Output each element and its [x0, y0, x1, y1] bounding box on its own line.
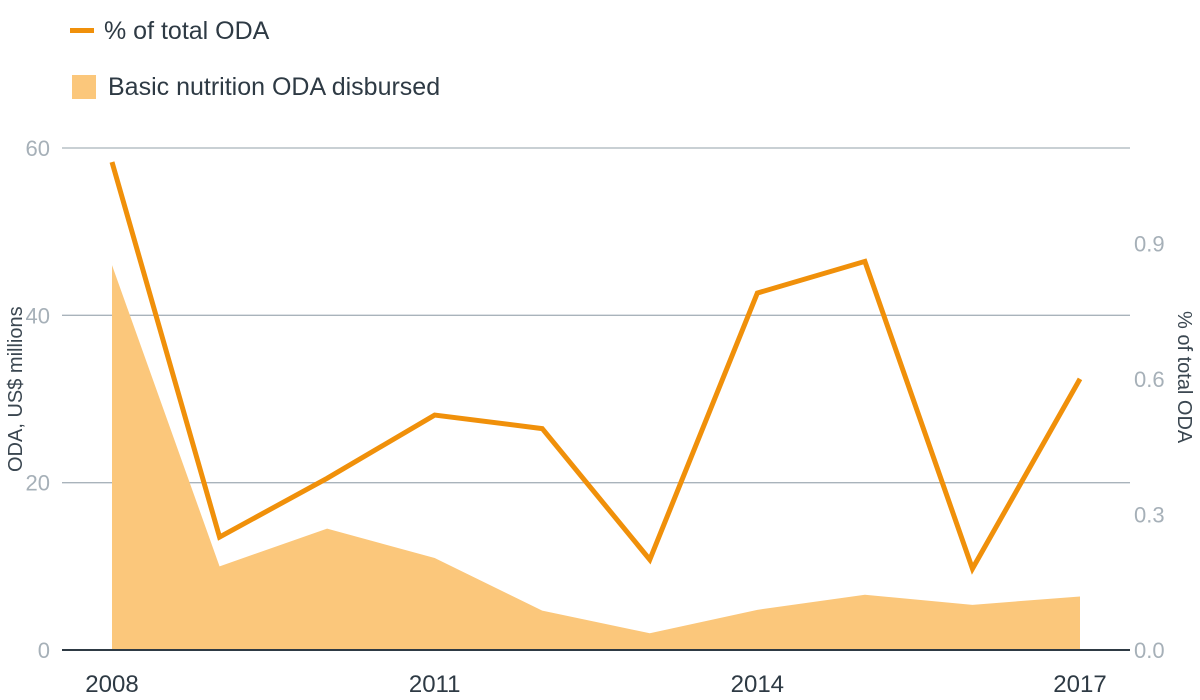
legend-item-area: Basic nutrition ODA disbursed	[72, 73, 440, 101]
left-axis-ticks: 0 20 40 60	[26, 136, 50, 663]
legend-label-line: % of total ODA	[104, 17, 270, 45]
legend-swatch-area	[72, 75, 96, 99]
left-axis-label: ODA, US$ millions	[5, 306, 27, 472]
line-percent-total-oda	[109, 161, 1083, 575]
area-series	[112, 265, 1080, 650]
left-tick-label: 40	[26, 303, 50, 328]
x-axis-ticks: 2008 2011 2014 2017	[85, 671, 1106, 698]
legend: % of total ODA Basic nutrition ODA disbu…	[70, 17, 440, 101]
right-tick-label: 0.6	[1134, 367, 1165, 392]
right-axis-label: % of total ODA	[1173, 311, 1195, 444]
right-tick-label: 0.0	[1134, 638, 1165, 663]
x-tick-label: 2014	[731, 671, 784, 698]
legend-label-area: Basic nutrition ODA disbursed	[108, 73, 440, 101]
right-tick-label: 0.9	[1134, 231, 1165, 256]
legend-item-line: % of total ODA	[70, 17, 270, 45]
line-series	[109, 161, 1083, 575]
x-tick-label: 2011	[409, 671, 461, 698]
right-tick-label: 0.3	[1134, 502, 1165, 527]
area-basic-nutrition-oda	[112, 265, 1080, 650]
left-tick-label: 60	[26, 136, 50, 161]
left-tick-label: 20	[26, 471, 50, 496]
x-tick-label: 2008	[85, 671, 138, 698]
x-tick-label: 2017	[1053, 671, 1106, 698]
legend-swatch-line	[70, 28, 94, 33]
left-tick-label: 0	[38, 638, 50, 663]
right-axis-ticks: 0.0 0.3 0.6 0.9	[1134, 231, 1165, 663]
gridlines	[62, 147, 1130, 484]
